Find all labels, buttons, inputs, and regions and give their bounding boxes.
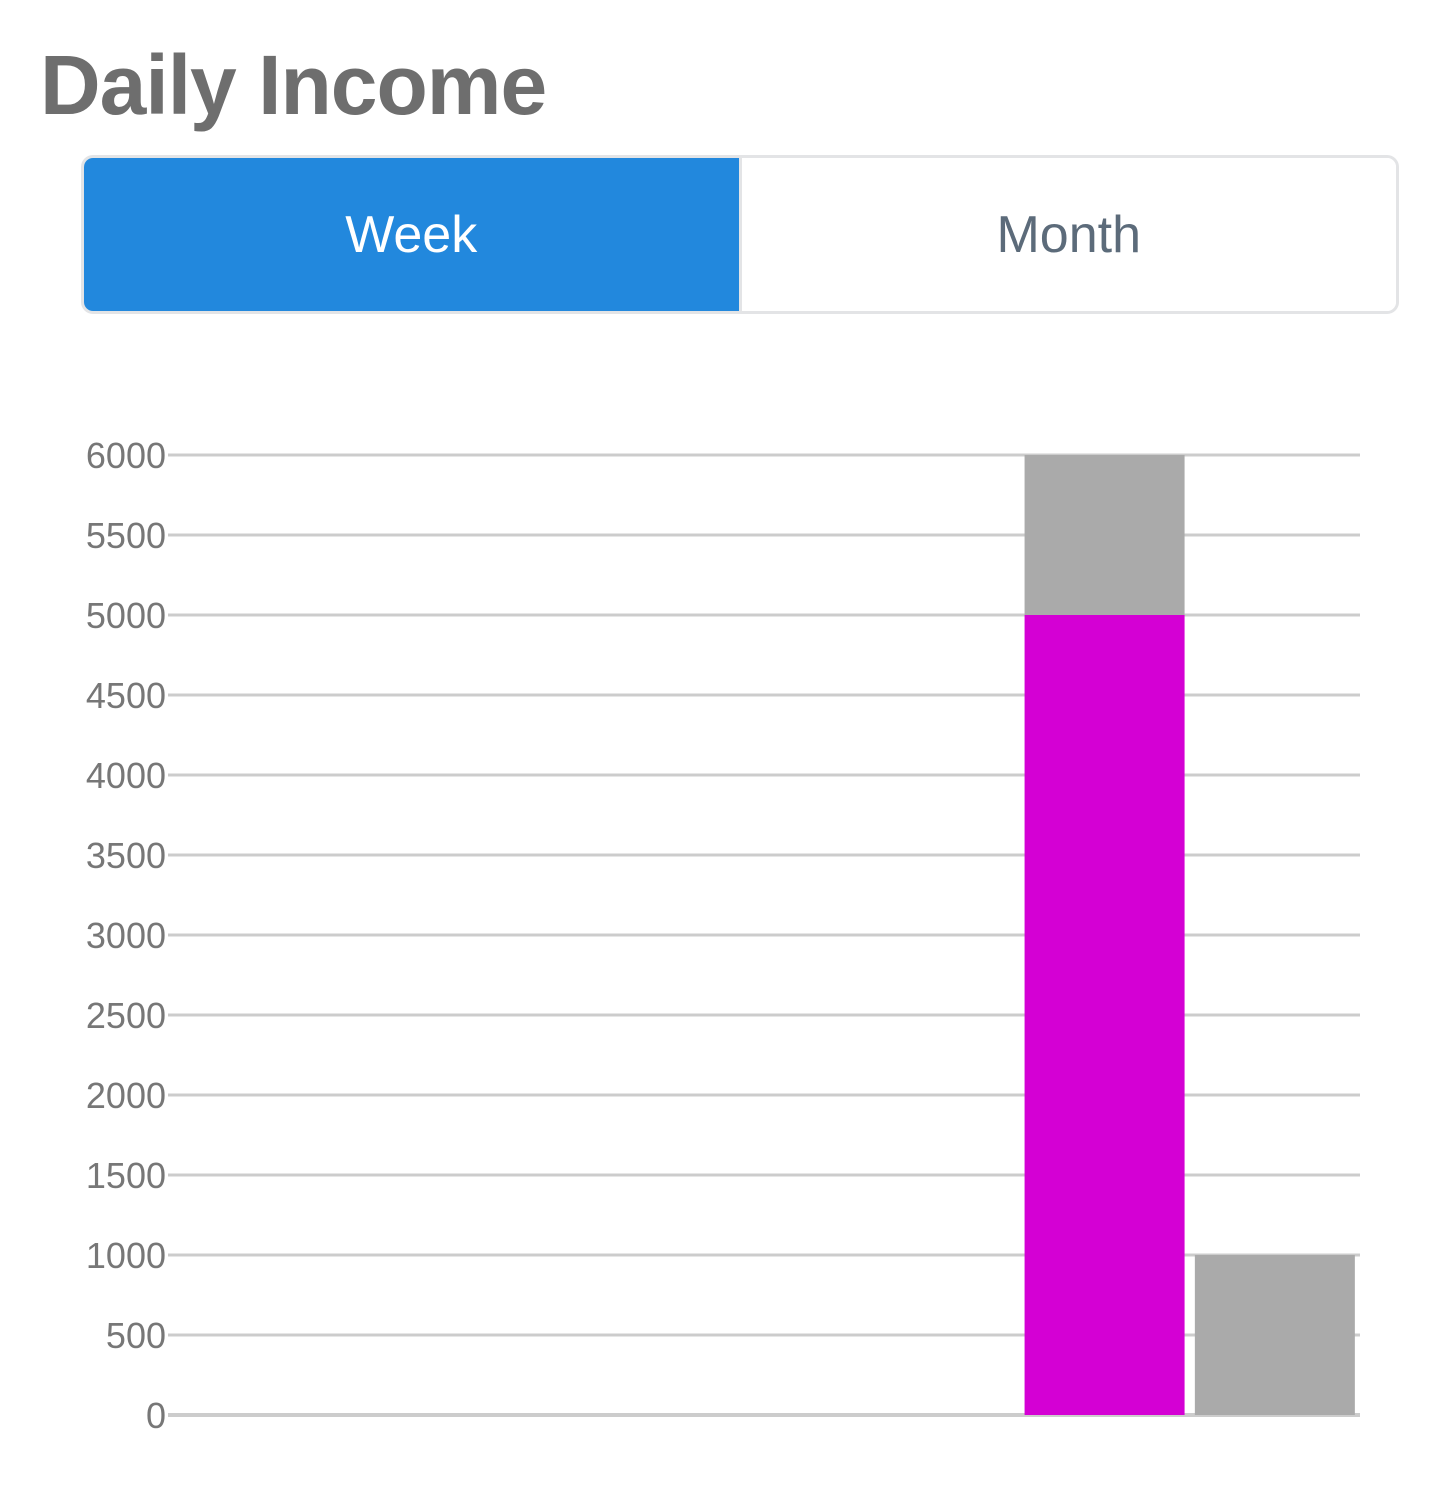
y-tick-label: 5000: [86, 595, 166, 636]
page-title: Daily Income: [40, 38, 547, 132]
bar-segment-series-2-category-7: [1194, 1255, 1355, 1415]
y-tick-label: 3000: [86, 915, 166, 956]
bars: [1024, 455, 1355, 1415]
tab-month[interactable]: Month: [738, 158, 1396, 311]
y-tick-label: 1500: [86, 1155, 166, 1196]
y-tick-label: 4000: [86, 755, 166, 796]
y-tick-label: 3500: [86, 835, 166, 876]
y-axis-ticks: 0 500 1000 1500 2000 2500 3000 3500 4000 4500 5000…: [86, 435, 166, 1436]
y-tick-label: 2000: [86, 1075, 166, 1116]
y-tick-label: 500: [106, 1315, 166, 1356]
y-tick-label: 5500: [86, 515, 166, 556]
y-tick-label: 0: [146, 1395, 166, 1436]
y-tick-label: 2500: [86, 995, 166, 1036]
y-tick-label: 1000: [86, 1235, 166, 1276]
y-tick-label: 6000: [86, 435, 166, 476]
bar-segment-series-1-category-6: [1024, 615, 1185, 1415]
y-tick-label: 4500: [86, 675, 166, 716]
period-toggle: Week Month: [81, 155, 1399, 314]
bar-segment-series-2-category-6: [1024, 455, 1185, 615]
tab-week[interactable]: Week: [84, 158, 739, 311]
